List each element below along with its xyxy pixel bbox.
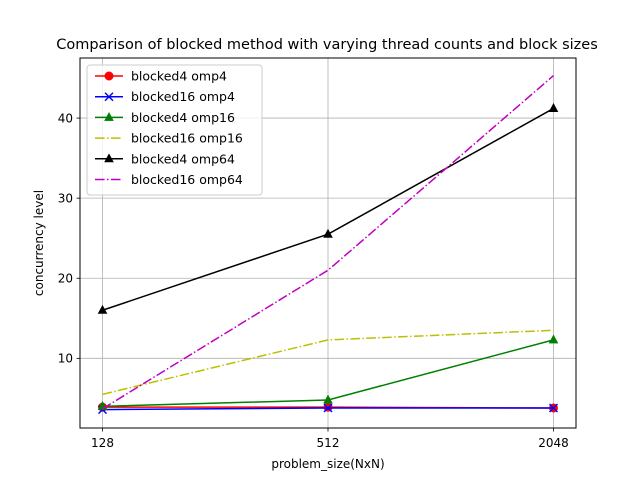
x-marker	[104, 92, 114, 102]
y-axis-label: concurrency level	[32, 190, 46, 296]
triangle-marker	[104, 111, 114, 121]
series-blocked16-omp16	[102, 329, 554, 396]
legend-label: blocked4 omp4	[131, 69, 227, 84]
x-axis-label: problem_size(NxN)	[271, 457, 384, 471]
legend-entry: blocked4 omp4	[95, 69, 227, 84]
x-marker	[549, 403, 558, 413]
legend-entry: blocked16 omp4	[95, 89, 235, 104]
legend-entry: blocked16 omp64	[95, 172, 243, 187]
series-blocked16-omp64	[102, 75, 554, 410]
x-marker-stroke	[549, 403, 558, 413]
legend-label: blocked16 omp16	[131, 131, 243, 146]
x-tick-label: 512	[317, 436, 340, 450]
y-tick-label: 20	[58, 272, 73, 286]
series-layer	[97, 75, 559, 415]
series-blocked4-omp64	[97, 103, 559, 314]
legend-label: blocked4 omp16	[131, 110, 235, 125]
legend-label: blocked16 omp4	[131, 89, 235, 104]
triangle-marker	[104, 153, 114, 163]
y-tick-label: 40	[58, 111, 73, 125]
legend-entry: blocked4 omp16	[95, 110, 235, 125]
triangle-marker	[323, 228, 333, 238]
x-tick-label: 2048	[538, 436, 569, 450]
triangle-marker	[97, 304, 108, 314]
legend-box	[86, 64, 263, 196]
chart-title: Comparison of blocked method with varyin…	[56, 37, 598, 53]
legend-label: blocked16 omp64	[131, 172, 243, 187]
circle-marker	[104, 71, 114, 81]
legend: blocked4 omp4 blocked16 omp4 blocked4 omp1…	[86, 64, 263, 196]
axis-ticks: 128 512 2048 10 20 30 40	[58, 111, 569, 450]
x-marker	[323, 403, 333, 413]
legend-label: blocked4 omp64	[131, 151, 235, 166]
legend-entry: blocked16 omp16	[95, 131, 243, 146]
y-tick-label: 10	[58, 352, 73, 366]
x-marker-stroke	[104, 92, 114, 102]
triangle-marker	[323, 394, 333, 404]
y-tick-label: 30	[58, 191, 73, 205]
legend-entry: blocked4 omp64	[95, 151, 235, 166]
x-tick-label: 128	[91, 436, 114, 450]
series-line	[102, 75, 554, 410]
triangle-marker	[548, 334, 559, 344]
series-blocked4-omp16	[97, 334, 559, 410]
x-marker-stroke	[323, 403, 333, 413]
triangle-marker	[548, 103, 559, 112]
series-line	[102, 329, 554, 396]
